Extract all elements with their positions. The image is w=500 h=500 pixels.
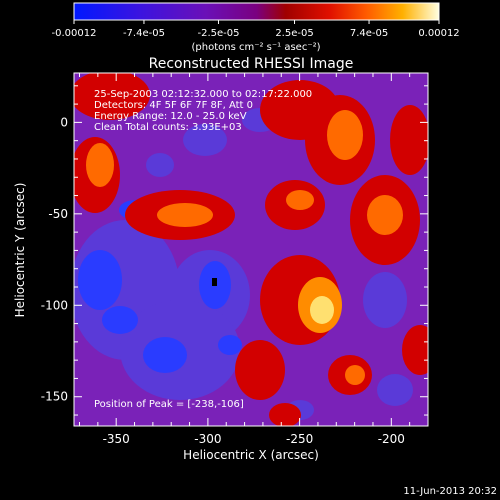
- colorbar-unit-label: (photons cm⁻² s⁻¹ asec⁻²): [191, 42, 320, 53]
- chart-title: Reconstructed RHESSI Image: [149, 56, 354, 72]
- colorbar-tick-label: 7.4e-05: [350, 28, 388, 39]
- colorbar-tick-label: 2.5e-05: [275, 28, 313, 39]
- annotation-lines: 25-Sep-2003 02:12:32.000 to 02:17:22.000…: [94, 89, 312, 133]
- x-tick-label: -200: [378, 432, 405, 446]
- colorbar-tick-label: -0.00012: [52, 28, 97, 39]
- x-axis-ticks: [79, 73, 429, 426]
- footer-date: 11-Jun-2013 20:32: [403, 486, 497, 497]
- y-axis-label: Heliocentric Y (arcsec): [13, 183, 27, 318]
- colorbar-tick-label: 0.00012: [418, 28, 459, 39]
- annotation-line: Clean Total counts: 3.93E+03: [94, 122, 242, 133]
- colorbar: [73, 2, 440, 21]
- y-tick-label: -100: [41, 298, 68, 312]
- colorbar-tick-labels: -0.00012 -7.4e-05 -2.5e-05 2.5e-05 7.4e-05 0.…: [52, 28, 460, 39]
- peak-position-label: Position of Peak = [-238,-106]: [94, 399, 244, 410]
- x-axis-label: Heliocentric X (arcsec): [183, 448, 319, 462]
- x-tick-label: -300: [194, 432, 221, 446]
- y-tick-label: -150: [41, 390, 68, 404]
- x-axis-tick-labels: -350 -300 -250 -200: [103, 432, 405, 446]
- plot-frame: [73, 72, 429, 427]
- colorbar-ticks: [73, 20, 440, 24]
- heatmap-image: [74, 73, 428, 426]
- y-tick-label: 0: [60, 115, 68, 129]
- y-axis-tick-labels: 0 -50 -100 -150: [41, 115, 68, 403]
- annotation-line: Detectors: 4F 5F 6F 7F 8F, Att 0: [94, 100, 253, 111]
- colorbar-tick-label: -7.4e-05: [123, 28, 165, 39]
- x-tick-label: -350: [103, 432, 130, 446]
- annotation-line: Energy Range: 12.0 - 25.0 keV: [94, 111, 247, 122]
- y-tick-label: -50: [48, 207, 68, 221]
- colorbar-tick-label: -2.5e-05: [197, 28, 239, 39]
- x-tick-label: -250: [286, 432, 313, 446]
- annotation-line: 25-Sep-2003 02:12:32.000 to 02:17:22.000: [94, 89, 312, 100]
- y-axis-ticks: [74, 85, 428, 416]
